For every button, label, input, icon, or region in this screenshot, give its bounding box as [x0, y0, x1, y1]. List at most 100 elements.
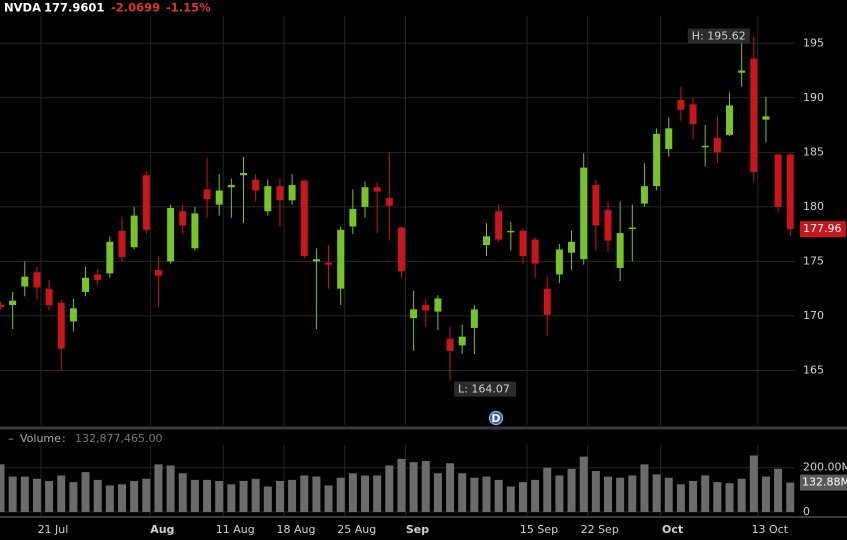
y-tick-label: 170	[803, 309, 824, 322]
candle-body	[325, 262, 333, 265]
volume-bar	[251, 478, 260, 512]
volume-bar	[373, 475, 382, 512]
candle-body	[616, 233, 624, 268]
y-tick-label: 0	[803, 505, 810, 518]
candle-body	[677, 99, 685, 110]
candle-body	[519, 230, 527, 256]
candle-body	[45, 288, 53, 306]
candle-body	[0, 305, 4, 308]
volume-bar	[628, 475, 637, 512]
volume-bar	[725, 483, 734, 512]
x-tick-label: 22 Sep	[581, 523, 619, 536]
volume-bar	[32, 478, 41, 512]
candle-body	[94, 274, 102, 280]
y-tick-label: 195	[803, 36, 824, 49]
volume-bar	[288, 479, 297, 512]
volume-bar	[300, 475, 309, 512]
y-tick-label: 185	[803, 145, 824, 158]
candle-body	[750, 58, 758, 172]
volume-bar	[591, 471, 600, 512]
volume-bar	[69, 482, 78, 512]
last-price: 177.96	[803, 222, 842, 235]
volume-bar	[616, 477, 625, 512]
candle-body	[592, 185, 600, 226]
candle-body	[349, 209, 357, 227]
volume-bar	[761, 476, 770, 512]
volume-bar	[348, 473, 357, 512]
candle-body	[640, 186, 648, 204]
candle-body	[312, 259, 320, 262]
x-tick-label: 25 Aug	[337, 523, 376, 536]
volume-bar	[604, 476, 612, 512]
volume-bar	[336, 477, 345, 512]
candle-body	[179, 211, 187, 226]
x-tick-label: 21 Jul	[38, 523, 69, 536]
volume-bar	[446, 463, 455, 512]
candle-body	[543, 288, 551, 315]
low-label: L: 164.07	[458, 383, 510, 396]
candle-body	[397, 227, 405, 272]
candle-body	[385, 198, 393, 206]
volume-bar	[555, 475, 564, 512]
volume-bar	[203, 479, 212, 512]
volume-bar	[518, 482, 527, 512]
x-tick-label: Oct	[662, 523, 683, 536]
candle-body	[458, 336, 466, 346]
candle-body	[191, 213, 199, 249]
volume-bar	[190, 479, 199, 512]
candle-body	[410, 309, 418, 319]
candle-body	[227, 185, 235, 188]
y-tick-label: 190	[803, 91, 824, 104]
candle-body	[628, 227, 636, 230]
volume-bar	[166, 465, 175, 512]
candle-body	[762, 116, 770, 120]
volume-bar	[713, 482, 722, 512]
candle-body	[203, 189, 211, 200]
event-marker	[488, 410, 504, 426]
x-tick-label: 11 Aug	[216, 523, 255, 536]
low-label-box	[454, 381, 517, 397]
y-tick-label: 175	[803, 254, 824, 267]
volume-bar	[494, 479, 503, 512]
collapse-icon[interactable]: –	[8, 432, 14, 445]
candle-body	[738, 70, 746, 73]
y-tick-label: 165	[803, 363, 824, 376]
volume-bar	[239, 481, 248, 512]
volume-bar	[385, 465, 394, 512]
candle-body	[69, 308, 77, 322]
candle-body	[531, 239, 539, 264]
candle-body	[215, 190, 223, 205]
candle-body	[483, 236, 490, 246]
candle-body	[57, 302, 65, 349]
volume-bar	[482, 476, 491, 512]
candle-body	[580, 167, 588, 260]
volume-bar	[531, 479, 540, 512]
candle-body	[373, 187, 381, 192]
y-tick-label: 200.00M	[803, 461, 847, 474]
candle-body	[568, 241, 576, 253]
candle-body	[507, 230, 515, 233]
candle-body	[264, 186, 272, 212]
volume-bar	[737, 478, 746, 512]
volume-bar	[312, 476, 321, 512]
volume-bar	[433, 473, 442, 512]
candle-body	[446, 338, 454, 351]
candle-body	[653, 133, 661, 187]
x-tick-label: 15 Sep	[520, 523, 558, 536]
volume-value: 132,877,465.00	[75, 432, 162, 445]
volume-bar	[81, 472, 90, 512]
candle-body	[470, 309, 478, 328]
volume-bar	[142, 478, 151, 512]
high-label: H: 195.62	[692, 30, 746, 43]
candle-body	[774, 154, 782, 207]
candle-body	[689, 104, 697, 124]
volume-bar	[275, 481, 284, 512]
y-tick-label: 180	[803, 200, 824, 213]
volume-bar	[0, 464, 5, 512]
last-volume-box	[800, 474, 847, 491]
volume-bar	[93, 479, 102, 512]
volume-bar	[361, 475, 369, 512]
x-tick-label: 13 Oct	[752, 523, 789, 536]
